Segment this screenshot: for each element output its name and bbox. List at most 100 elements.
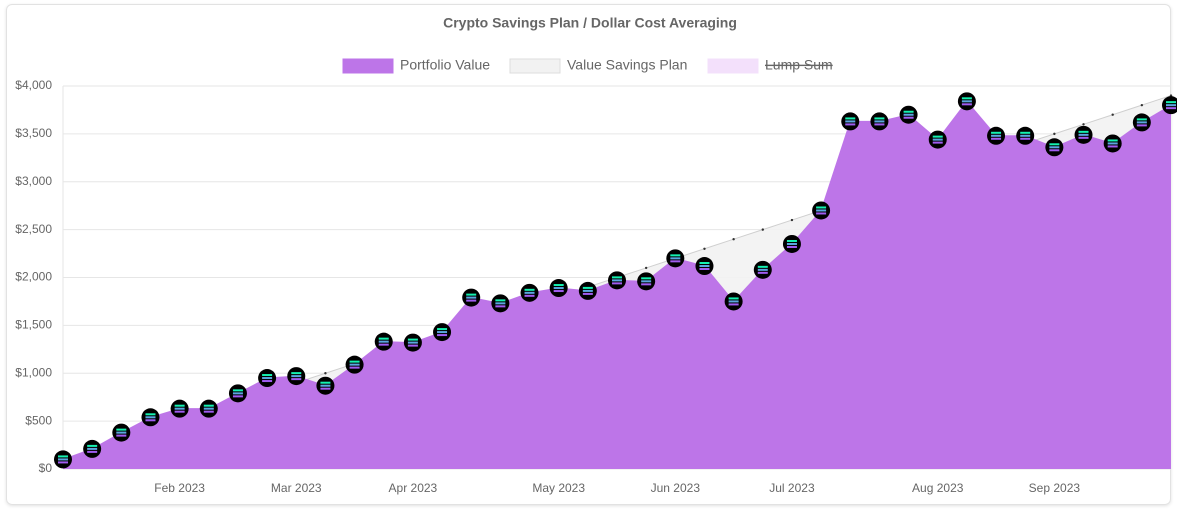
x-tick-label: May 2023: [532, 481, 585, 495]
marker-stripe: [349, 366, 360, 369]
marker-stripe: [786, 245, 797, 248]
y-tick-label: $1,000: [15, 365, 52, 379]
point-marker: [549, 279, 568, 298]
point-dot: [732, 238, 735, 241]
marker-stripe: [203, 404, 214, 407]
marker-stripe: [87, 444, 98, 447]
marker-stripe: [786, 239, 797, 242]
legend-label: Lump Sum: [765, 57, 833, 73]
point-marker: [1162, 96, 1177, 115]
marker-stripe: [116, 428, 127, 431]
marker-stripe: [232, 395, 243, 398]
marker-stripe: [407, 338, 418, 341]
point-dot: [703, 247, 706, 250]
marker-stripe: [174, 410, 185, 413]
marker-stripe: [232, 392, 243, 395]
point-dot: [324, 372, 327, 375]
marker-stripe: [320, 381, 331, 384]
point-marker: [1016, 126, 1035, 145]
marker-stripe: [816, 212, 827, 215]
point-dot: [1082, 123, 1085, 126]
marker-stripe: [1136, 121, 1147, 124]
point-marker: [491, 294, 510, 313]
marker-stripe: [58, 458, 68, 461]
marker-stripe: [87, 447, 98, 450]
marker-stripe: [1049, 149, 1060, 152]
point-marker: [957, 92, 976, 111]
marker-stripe: [378, 343, 389, 346]
point-marker: [1045, 138, 1064, 157]
marker-stripe: [58, 461, 68, 464]
marker-stripe: [1020, 131, 1031, 134]
marker-stripe: [1078, 130, 1089, 133]
marker-stripe: [466, 299, 477, 302]
point-marker: [782, 234, 801, 253]
point-marker: [637, 272, 656, 291]
marker-stripe: [641, 277, 652, 280]
marker-stripe: [699, 262, 710, 265]
marker-stripe: [1049, 146, 1060, 149]
y-tick-label: $2,000: [15, 270, 52, 284]
y-tick-label: $1,500: [15, 318, 52, 332]
point-marker: [578, 281, 597, 300]
marker-stripe: [845, 117, 856, 120]
marker-stripe: [641, 280, 652, 283]
marker-stripe: [437, 334, 448, 337]
point-dot: [1053, 132, 1056, 136]
marker-stripe: [524, 291, 535, 294]
marker-stripe: [553, 287, 564, 290]
marker-stripe: [116, 434, 127, 437]
marker-stripe: [961, 100, 972, 103]
marker-stripe: [553, 284, 564, 287]
marker-stripe: [932, 141, 943, 144]
x-tick-label: Aug 2023: [912, 481, 964, 495]
x-tick-label: Apr 2023: [389, 481, 438, 495]
marker-stripe: [816, 209, 827, 212]
marker-stripe: [699, 265, 710, 268]
marker-stripe: [1166, 107, 1176, 110]
marker-stripe: [1049, 143, 1060, 146]
marker-stripe: [1020, 137, 1031, 140]
point-marker: [608, 271, 626, 290]
y-tick-label: $2,500: [15, 222, 52, 236]
marker-stripe: [349, 360, 360, 363]
point-marker: [870, 112, 889, 131]
marker-stripe: [670, 260, 681, 263]
marker-stripe: [495, 305, 506, 308]
marker-stripe: [349, 363, 360, 366]
marker-stripe: [961, 103, 972, 106]
marker-stripe: [291, 372, 302, 375]
marker-stripe: [816, 206, 827, 209]
point-dot: [790, 218, 794, 222]
marker-stripe: [961, 97, 972, 100]
x-tick-label: Feb 2023: [154, 481, 205, 495]
marker-stripe: [232, 389, 243, 392]
marker-stripe: [991, 131, 1002, 134]
point-marker: [287, 367, 306, 386]
x-tick-label: Jul 2023: [769, 481, 815, 495]
marker-stripe: [262, 374, 273, 377]
marker-stripe: [466, 296, 477, 299]
marker-stripe: [932, 135, 943, 138]
marker-stripe: [262, 377, 273, 380]
y-tick-label: $500: [25, 413, 52, 427]
marker-stripe: [903, 110, 914, 113]
point-marker: [520, 283, 539, 302]
marker-stripe: [991, 137, 1002, 140]
marker-stripe: [757, 265, 768, 268]
marker-stripe: [437, 328, 448, 331]
point-marker: [987, 126, 1006, 145]
marker-stripe: [524, 294, 535, 297]
point-marker: [170, 399, 189, 418]
marker-stripe: [728, 303, 739, 306]
point-marker: [812, 201, 831, 220]
x-tick-label: Mar 2023: [271, 481, 322, 495]
point-dot: [644, 266, 648, 270]
point-marker: [753, 260, 772, 279]
marker-stripe: [407, 344, 418, 347]
marker-stripe: [874, 117, 885, 120]
point-marker: [228, 384, 247, 403]
marker-stripe: [553, 290, 564, 293]
marker-stripe: [728, 300, 739, 303]
